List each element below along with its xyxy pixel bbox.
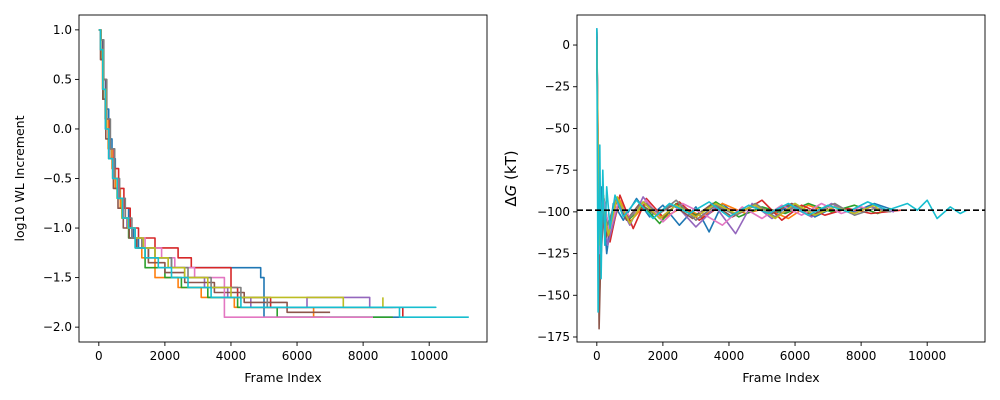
- y-tick-label: −25: [545, 80, 570, 94]
- series-line-2: [98, 29, 324, 318]
- plot-area: [596, 28, 968, 330]
- y-tick-label: 0: [562, 38, 570, 52]
- x-tick-label: 10000: [908, 349, 946, 363]
- y-tick-label: −125: [537, 247, 570, 261]
- x-axis-label: Frame Index: [244, 370, 321, 385]
- series-line-6: [596, 29, 829, 330]
- x-tick-label: 6000: [780, 349, 811, 363]
- x-tick-label: 8000: [846, 349, 877, 363]
- series-line-10: [596, 28, 968, 313]
- axes-frame: [576, 14, 986, 343]
- y-tick-label: 0.5: [53, 72, 72, 86]
- series-line-4: [596, 34, 901, 280]
- axes-frame: [78, 14, 488, 343]
- series-line-3: [98, 29, 393, 318]
- x-tick-label: 8000: [348, 349, 379, 363]
- series-line-4: [98, 29, 404, 318]
- x-tick-label: 10000: [410, 349, 448, 363]
- series-line-1: [596, 28, 895, 255]
- y-tick-label: 0.0: [53, 122, 72, 136]
- x-tick-label: 2000: [648, 349, 679, 363]
- x-tick-label: 6000: [282, 349, 313, 363]
- y-tick-label: −1.5: [43, 271, 72, 285]
- series-line-5: [98, 29, 397, 309]
- left-panel-wl-increment: 0 2000 4000 6000 8000 10000 1.0 0.5 0.0 −0.5 −1.0 −…: [12, 14, 488, 385]
- series-line-8: [98, 29, 393, 309]
- plot-area: [98, 29, 469, 318]
- series-line-6: [98, 29, 331, 314]
- y-tick-label: −175: [537, 330, 570, 344]
- y-tick-label: −0.5: [43, 172, 72, 186]
- y-axis-label: ΔG (kT): [502, 150, 520, 206]
- x-axis-label: Frame Index: [742, 370, 819, 385]
- right-panel-delta-g: 0 2000 4000 6000 8000 10000 0 −25 −50 −75 −100 −125…: [502, 14, 986, 385]
- x-tick-label: 2000: [150, 349, 181, 363]
- series-line-3: [596, 31, 892, 263]
- x-tick-label: 0: [593, 349, 601, 363]
- y-axis-label: log10 WL Increment: [12, 115, 27, 241]
- y-tick-label: −100: [537, 205, 570, 219]
- x-tick-label: 4000: [216, 349, 247, 363]
- series-line-2: [596, 36, 822, 297]
- x-tick-label: 4000: [714, 349, 745, 363]
- y-tick-label: −50: [545, 121, 570, 135]
- x-tick-label: 0: [95, 349, 103, 363]
- y-tick-label: −75: [545, 163, 570, 177]
- series-line-10: [98, 29, 469, 318]
- y-tick-label: −1.0: [43, 221, 72, 235]
- y-tick-label: −150: [537, 288, 570, 302]
- y-tick-label: −2.0: [43, 320, 72, 334]
- series-line-7: [98, 29, 373, 318]
- y-tick-label: 1.0: [53, 23, 72, 37]
- series-line-9: [98, 29, 384, 309]
- series-line-1: [98, 29, 400, 318]
- series-line-7: [596, 34, 872, 255]
